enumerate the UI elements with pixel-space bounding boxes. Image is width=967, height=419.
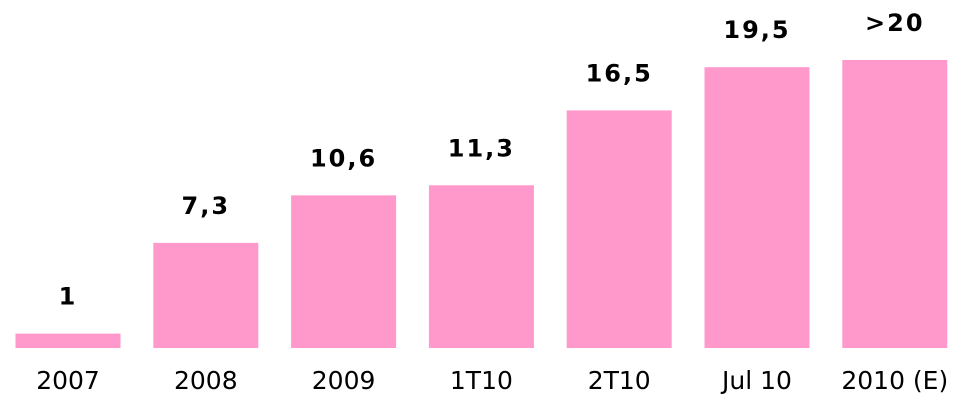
data-label: 10,6 [310, 144, 377, 172]
data-label: 1 [59, 283, 78, 311]
data-label: 16,5 [586, 59, 653, 87]
data-label: 19,5 [723, 16, 790, 44]
data-label: >20 [865, 9, 925, 37]
x-tick-label: 2009 [312, 366, 376, 395]
bar [15, 333, 121, 348]
bar [842, 60, 948, 348]
bar [566, 110, 672, 349]
bar [291, 195, 397, 348]
data-label: 7,3 [182, 192, 231, 220]
x-tick-label: 1T10 [450, 366, 513, 395]
x-tick-label: 2008 [174, 366, 238, 395]
x-tick-label: Jul 10 [720, 366, 792, 395]
bar [153, 242, 259, 348]
data-label: 11,3 [448, 134, 515, 162]
x-tick-label: 2T10 [588, 366, 651, 395]
bar [428, 185, 534, 348]
bar [704, 67, 810, 348]
x-tick-label: 2007 [36, 366, 100, 395]
x-tick-label: 2010 (E) [841, 366, 948, 395]
